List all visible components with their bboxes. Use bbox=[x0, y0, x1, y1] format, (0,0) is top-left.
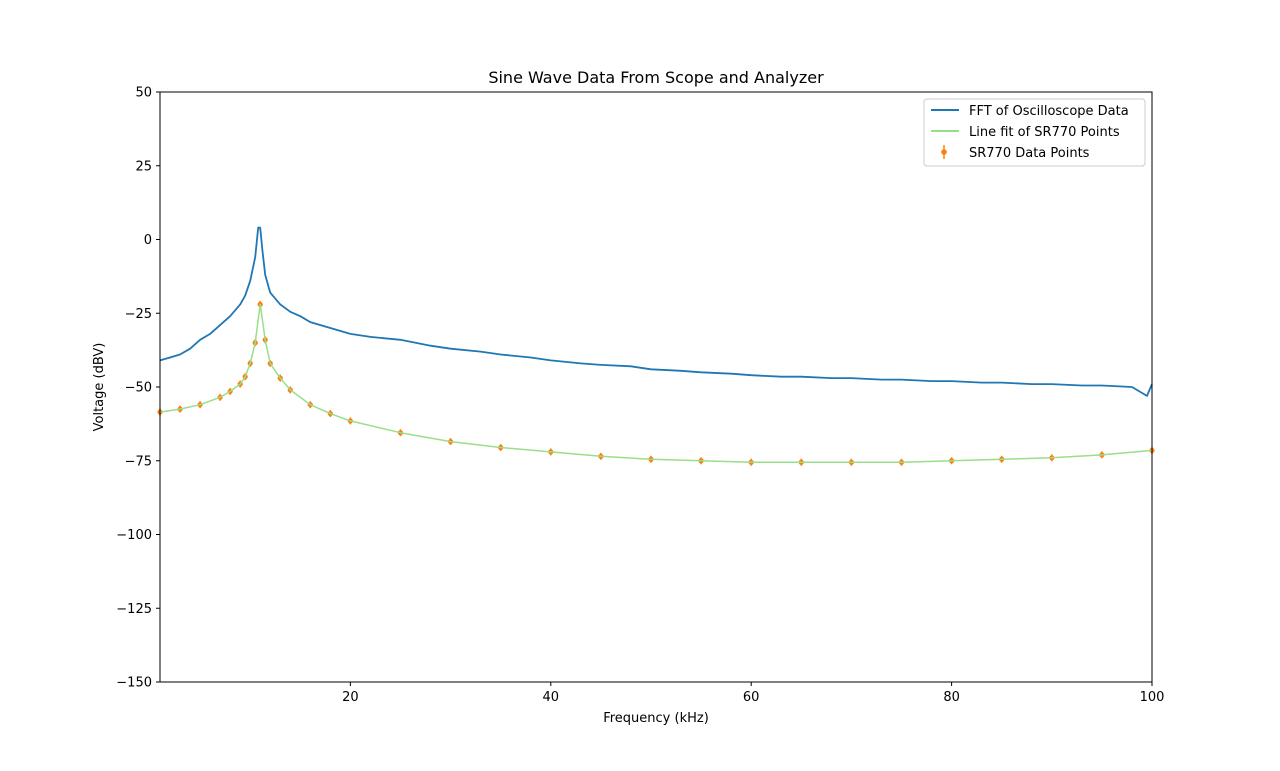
x-tick-label: 80 bbox=[943, 690, 960, 705]
legend-entry-points: SR770 Data Points bbox=[969, 146, 1090, 161]
legend-box bbox=[923, 98, 1146, 167]
series-line-fit-sr770 bbox=[159, 303, 1153, 463]
y-tick-label: 0 bbox=[144, 233, 152, 248]
legend: FFT of Oscilloscope Data Line fit of SR7… bbox=[923, 98, 1146, 167]
y-tick-label: −75 bbox=[125, 454, 152, 469]
series-fft-oscilloscope bbox=[159, 226, 1153, 397]
x-axis-label: Frequency (kHz) bbox=[603, 711, 709, 726]
x-tick-label: 100 bbox=[1140, 690, 1165, 705]
axis-ticks: 20 40 60 80 100 50 25 0 −25 −50 −75 −100 −125 −150 bbox=[116, 86, 1164, 706]
y-tick-label: 50 bbox=[135, 86, 152, 101]
y-tick-label: 25 bbox=[135, 159, 152, 174]
axes-frame bbox=[159, 91, 1153, 683]
y-tick-label: −150 bbox=[116, 676, 152, 691]
y-tick-label: −100 bbox=[116, 528, 152, 543]
y-tick-label: −50 bbox=[125, 381, 152, 396]
y-axis-label: Voltage (dBV) bbox=[92, 343, 107, 432]
x-tick-label: 40 bbox=[543, 690, 560, 705]
legend-entry-fit: Line fit of SR770 Points bbox=[969, 125, 1120, 140]
x-tick-label: 20 bbox=[342, 690, 359, 705]
plot-area bbox=[157, 226, 1155, 466]
x-tick-label: 60 bbox=[743, 690, 760, 705]
legend-swatch-points bbox=[941, 149, 947, 155]
y-tick-label: −25 bbox=[125, 307, 152, 322]
chart-title: Sine Wave Data From Scope and Analyzer bbox=[488, 68, 824, 87]
legend-entry-fft: FFT of Oscilloscope Data bbox=[969, 104, 1129, 119]
y-tick-label: −125 bbox=[116, 602, 152, 617]
